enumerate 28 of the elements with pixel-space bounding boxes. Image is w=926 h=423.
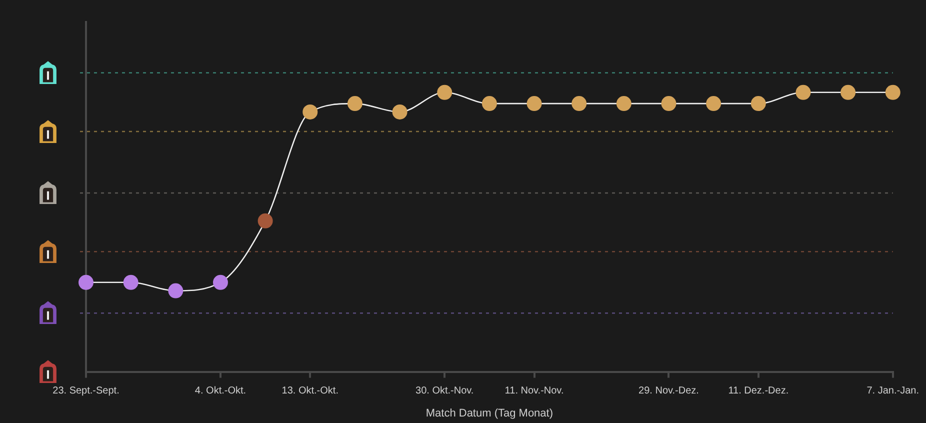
x-axis-title: Match Datum (Tag Monat)	[426, 407, 554, 420]
point	[258, 213, 273, 228]
point	[526, 96, 542, 112]
x-tick-label: 7. Jan.-Jan.	[866, 386, 920, 397]
point	[123, 274, 138, 290]
point	[302, 104, 318, 120]
x-tick-label: 11. Dez.-Dez.	[728, 386, 789, 397]
point	[482, 96, 497, 112]
point	[347, 96, 362, 112]
point	[796, 84, 811, 100]
point	[392, 104, 408, 120]
point	[437, 84, 452, 100]
x-tick-label: 13. Okt.-Okt.	[282, 386, 338, 397]
point	[168, 283, 184, 298]
point	[616, 96, 632, 112]
point	[212, 274, 228, 290]
point	[750, 96, 766, 112]
point	[78, 274, 94, 290]
point	[661, 96, 676, 112]
x-tick-label: 4. Okt.-Okt.	[194, 386, 246, 397]
x-tick-label: 23. Sept.-Sept.	[52, 386, 120, 397]
point	[885, 84, 900, 100]
x-tick-label: 11. Nov.-Nov.	[504, 386, 564, 397]
point	[572, 96, 587, 112]
x-tick-label: 30. Okt.-Nov.	[416, 386, 474, 397]
point	[706, 96, 722, 112]
x-tick-label: 29. Nov.-Dez.	[638, 386, 699, 397]
point	[840, 84, 856, 100]
